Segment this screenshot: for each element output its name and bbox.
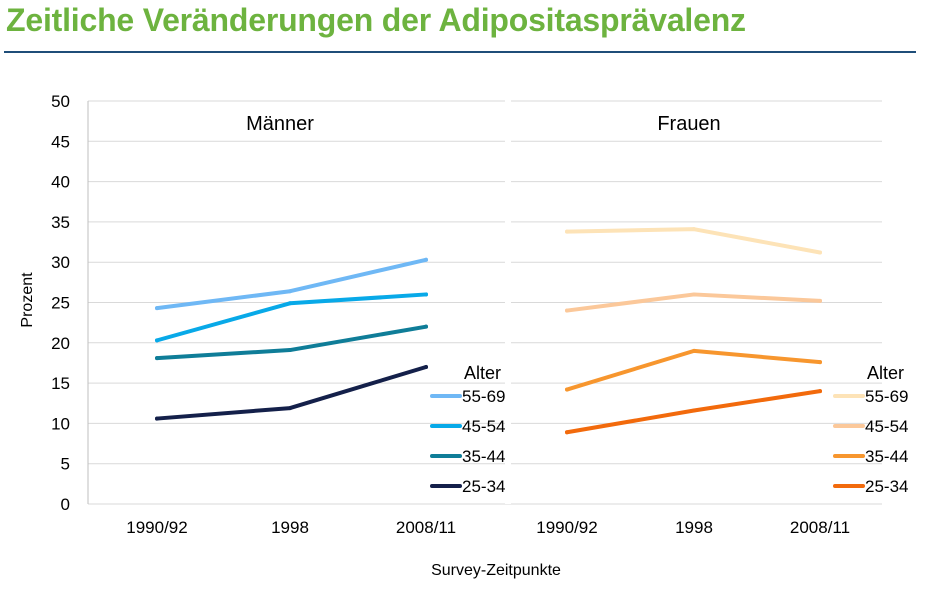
- y-tick-label: 40: [51, 173, 70, 192]
- data-point: [155, 416, 159, 421]
- panel-title-1: Frauen: [657, 113, 720, 135]
- data-point: [155, 356, 159, 361]
- legends: Alter 55-69 45-54 35-44 25-34 Alter 55-69 45-54…: [430, 363, 908, 496]
- legend-label: 55-69: [865, 387, 908, 406]
- y-tick-label: 10: [51, 414, 70, 433]
- y-tick-label: 30: [51, 253, 70, 272]
- data-point: [288, 289, 292, 294]
- y-axis-title: Prozent: [19, 272, 36, 328]
- series-line-maenner-25-34: [155, 364, 428, 421]
- x-axis-title: Survey-Zeitpunkte: [431, 562, 561, 579]
- x-tick-label: 1998: [271, 518, 309, 537]
- axes: Prozent Survey-Zeitpunkte 0 5 10 15 20 25 30 35…: [19, 92, 850, 579]
- panels: Männer Frauen: [246, 113, 721, 135]
- legend-label: 45-54: [865, 417, 908, 436]
- y-tick-label: 0: [61, 495, 70, 514]
- data-point: [288, 348, 292, 353]
- data-point: [565, 229, 569, 234]
- data-point: [424, 364, 428, 369]
- data-point: [818, 298, 822, 303]
- y-tick-label: 20: [51, 334, 70, 353]
- data-point: [565, 430, 569, 435]
- y-tick-label: 35: [51, 213, 70, 232]
- legend-label: 45-54: [462, 417, 505, 436]
- data-point: [288, 406, 292, 411]
- gridlines: [88, 100, 882, 505]
- data-point: [155, 306, 159, 311]
- data-point: [565, 308, 569, 313]
- data-point: [424, 324, 428, 329]
- data-point: [818, 389, 822, 394]
- title-divider: [4, 51, 916, 53]
- series-line-frauen-55-69: [565, 227, 822, 255]
- series-line-maenner-55-69: [155, 257, 428, 311]
- data-point: [692, 227, 696, 232]
- data-point: [692, 408, 696, 413]
- y-tick-label: 50: [51, 92, 70, 111]
- data-point: [424, 292, 428, 297]
- data-point: [565, 387, 569, 392]
- legend-title-1: Alter: [867, 363, 904, 383]
- legend-label: 35-44: [462, 447, 505, 466]
- x-tick-label: 2008/11: [396, 518, 456, 537]
- y-tick-label: 25: [51, 294, 70, 313]
- data-point: [818, 250, 822, 255]
- series-lines: [155, 227, 822, 435]
- x-tick-label: 2008/11: [790, 518, 850, 537]
- series-line-frauen-35-44: [565, 348, 822, 392]
- panel-title-0: Männer: [246, 113, 314, 135]
- data-point: [424, 257, 428, 262]
- legend-label: 35-44: [865, 447, 908, 466]
- data-point: [288, 301, 292, 306]
- legend-title-0: Alter: [464, 363, 501, 383]
- data-point: [818, 360, 822, 365]
- x-tick-label: 1990/92: [536, 518, 597, 537]
- y-tick-label: 5: [61, 455, 70, 474]
- y-tick-label: 15: [51, 374, 70, 393]
- data-point: [692, 292, 696, 297]
- legend-label: 25-34: [865, 477, 908, 496]
- legend-label: 25-34: [462, 477, 505, 496]
- data-point: [692, 348, 696, 353]
- legend-label: 55-69: [462, 387, 505, 406]
- y-tick-label: 45: [51, 132, 70, 151]
- page-title: Zeitliche Veränderungen der Adipositaspr…: [6, 2, 746, 38]
- data-point: [155, 338, 159, 343]
- x-tick-label: 1990/92: [126, 518, 187, 537]
- x-tick-label: 1998: [675, 518, 713, 537]
